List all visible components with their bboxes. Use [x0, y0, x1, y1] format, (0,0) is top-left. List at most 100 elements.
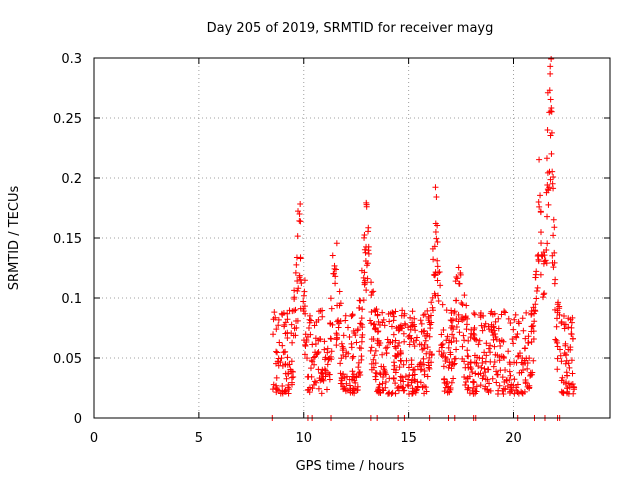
- data-point: [392, 380, 399, 387]
- data-point: [407, 314, 414, 321]
- data-point: [464, 353, 471, 360]
- data-point: [538, 252, 545, 259]
- data-point: [514, 353, 521, 360]
- data-point: [432, 292, 439, 299]
- data-point: [519, 315, 526, 322]
- data-point: [446, 388, 453, 395]
- data-point: [390, 313, 397, 320]
- data-point: [462, 313, 469, 320]
- data-point: [288, 374, 295, 381]
- data-point: [468, 330, 475, 337]
- data-point: [289, 308, 296, 315]
- data-point: [525, 333, 532, 340]
- data-point: [420, 328, 427, 335]
- data-point: [529, 369, 536, 376]
- data-point: [450, 361, 457, 368]
- data-point: [524, 365, 531, 372]
- data-point: [391, 343, 398, 350]
- data-point: [544, 240, 551, 247]
- data-point: [426, 365, 433, 372]
- data-point: [552, 336, 559, 343]
- data-point: [465, 337, 472, 344]
- data-point: [484, 376, 491, 383]
- data-point: [277, 359, 284, 366]
- data-point: [297, 276, 304, 283]
- data-point: [544, 213, 551, 220]
- data-point: [454, 275, 461, 282]
- data-point: [338, 340, 345, 347]
- data-point: [553, 337, 560, 344]
- data-point: [562, 360, 569, 367]
- data-point: [564, 385, 571, 392]
- data-point: [384, 336, 391, 343]
- data-point: [569, 370, 576, 377]
- data-point: [318, 390, 325, 397]
- data-point: [328, 335, 335, 342]
- data-point: [406, 341, 413, 348]
- y-tick-label: 0.15: [53, 232, 82, 247]
- data-point: [477, 310, 484, 317]
- data-point: [317, 336, 324, 343]
- data-point: [279, 362, 286, 369]
- data-point: [432, 184, 439, 191]
- data-point: [422, 337, 429, 344]
- data-point: [423, 332, 430, 339]
- data-point: [496, 382, 503, 389]
- data-point: [510, 326, 517, 333]
- data-point: [288, 321, 295, 328]
- data-point: [516, 369, 523, 376]
- data-point: [370, 288, 377, 295]
- data-point: [380, 370, 387, 377]
- data-point: [392, 337, 399, 344]
- data-point: [515, 352, 522, 359]
- data-point: [289, 339, 296, 346]
- data-point: [271, 309, 278, 316]
- data-point: [324, 345, 331, 352]
- data-point: [302, 310, 309, 317]
- data-point: [535, 251, 542, 258]
- data-point: [398, 358, 405, 365]
- data-point: [414, 363, 421, 370]
- data-point: [353, 339, 360, 346]
- data-point: [443, 307, 450, 314]
- data-point: [369, 289, 376, 296]
- data-point: [327, 320, 334, 327]
- data-point: [350, 386, 357, 393]
- data-point: [374, 312, 381, 319]
- data-point: [436, 348, 443, 355]
- data-point: [550, 264, 557, 271]
- data-point: [544, 169, 551, 176]
- data-point: [537, 271, 544, 278]
- data-point: [497, 367, 504, 374]
- data-point: [551, 224, 558, 231]
- data-point: [426, 348, 433, 355]
- data-point: [510, 382, 517, 389]
- data-point: [288, 358, 295, 365]
- data-point: [523, 309, 530, 316]
- y-tick-label: 0.3: [61, 52, 82, 67]
- data-point: [560, 389, 567, 396]
- data-point: [405, 382, 412, 389]
- y-tick-label: 0.25: [53, 112, 82, 127]
- data-point: [554, 309, 561, 316]
- data-point: [392, 369, 399, 376]
- data-point: [434, 239, 441, 246]
- data-point: [455, 264, 462, 271]
- data-point: [537, 192, 544, 199]
- data-point: [553, 323, 560, 330]
- data-point: [304, 355, 311, 362]
- data-point: [340, 386, 347, 393]
- data-point: [295, 285, 302, 292]
- data-point: [548, 56, 555, 63]
- data-point: [569, 381, 576, 388]
- data-point: [401, 387, 408, 394]
- data-point: [533, 268, 540, 275]
- data-point: [311, 378, 318, 385]
- data-point: [352, 332, 359, 339]
- data-point: [423, 350, 430, 357]
- y-tick-label: 0.1: [61, 292, 82, 307]
- data-point: [403, 357, 410, 364]
- data-point: [445, 364, 452, 371]
- data-point: [498, 311, 505, 318]
